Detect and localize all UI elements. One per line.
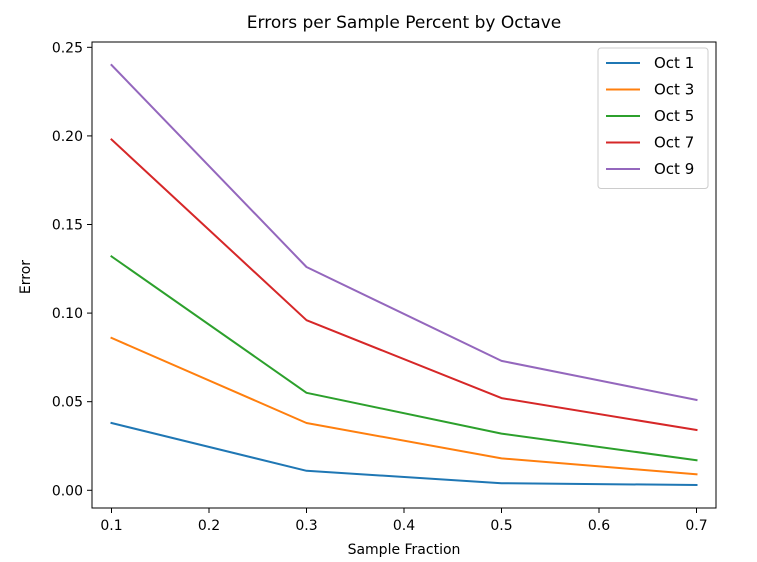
y-tick-label: 0.15 bbox=[52, 218, 83, 234]
x-tick-label: 0.2 bbox=[198, 518, 220, 534]
chart-title: Errors per Sample Percent by Octave bbox=[247, 13, 561, 33]
x-axis: 0.1 0.2 0.3 0.4 0.5 0.6 0.7 bbox=[100, 508, 708, 534]
y-axis: 0.00 0.05 0.10 0.15 0.20 0.25 bbox=[52, 40, 92, 499]
series-line-oct-3 bbox=[110, 336, 698, 476]
legend-label: Oct 3 bbox=[654, 81, 694, 99]
series-line-oct-5 bbox=[110, 255, 698, 462]
y-axis-label: Error bbox=[18, 260, 34, 294]
y-tick-label: 0.20 bbox=[52, 129, 83, 145]
x-tick-label: 0.4 bbox=[393, 518, 415, 534]
y-tick-label: 0.25 bbox=[52, 40, 83, 56]
x-tick-label: 0.1 bbox=[100, 518, 122, 534]
legend-label: Oct 5 bbox=[654, 107, 694, 125]
series-line-oct-9 bbox=[110, 63, 698, 402]
legend-label: Oct 9 bbox=[654, 160, 694, 178]
legend-box bbox=[597, 47, 709, 189]
series-group bbox=[110, 63, 698, 487]
legend-label: Oct 1 bbox=[654, 54, 694, 72]
y-tick-label: 0.10 bbox=[52, 306, 83, 322]
series-line-oct-7 bbox=[110, 138, 698, 432]
x-tick-label: 0.6 bbox=[588, 518, 610, 534]
legend-label: Oct 7 bbox=[654, 134, 694, 152]
legend: Oct 1 Oct 3 Oct 5 Oct 7 Oct 9 bbox=[597, 47, 709, 189]
x-tick-label: 0.7 bbox=[685, 518, 707, 534]
x-tick-label: 0.3 bbox=[295, 518, 317, 534]
y-tick-label: 0.00 bbox=[52, 483, 83, 499]
y-tick-label: 0.05 bbox=[52, 395, 83, 411]
x-axis-label: Sample Fraction bbox=[348, 542, 461, 558]
series-line-oct-1 bbox=[110, 421, 698, 487]
x-tick-label: 0.5 bbox=[490, 518, 512, 534]
